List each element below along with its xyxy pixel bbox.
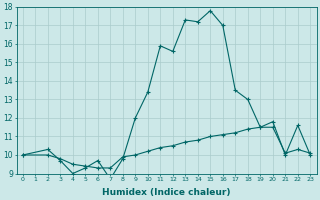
X-axis label: Humidex (Indice chaleur): Humidex (Indice chaleur) — [102, 188, 231, 197]
